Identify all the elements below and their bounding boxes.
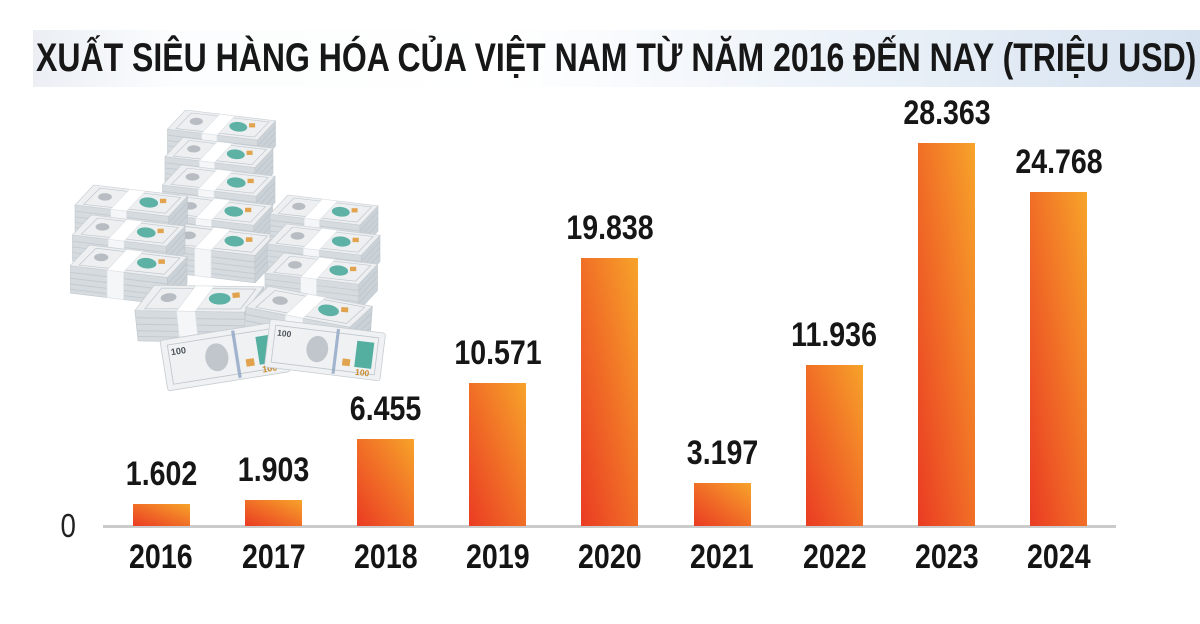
y-axis-zero-label: 0 (46, 507, 90, 545)
x-tick-label-2021: 2021 (690, 538, 754, 576)
zero-label-text: 0 (60, 507, 76, 544)
bar-2024 (1030, 192, 1088, 526)
bar-2023 (918, 143, 976, 526)
chart-title: XUẤT SIÊU HÀNG HÓA CỦA VIỆT NAM TỪ NĂM 2… (36, 36, 1197, 80)
x-tick-label-2017: 2017 (241, 538, 306, 576)
bar-column-2022: 11.936 (778, 94, 890, 526)
bar-value-label: 1.903 (237, 451, 310, 489)
bar-2017 (244, 500, 302, 526)
x-tick-label-2019: 2019 (465, 538, 530, 576)
x-tick-label-2022: 2022 (802, 538, 867, 576)
bar-column-2021: 3.197 (666, 94, 778, 526)
bar-column-2024: 24.768 (1003, 94, 1115, 526)
x-tick-label-2016: 2016 (129, 538, 193, 576)
bar-column-2017: 1.903 (217, 94, 329, 526)
bar-2018 (357, 439, 415, 526)
bar-column-2019: 10.571 (442, 94, 554, 526)
bar-2020 (581, 258, 639, 526)
bar-2022 (805, 365, 863, 526)
bar-column-2016: 1.602 (105, 94, 217, 526)
title-band: XUẤT SIÊU HÀNG HÓA CỦA VIỆT NAM TỪ NĂM 2… (33, 30, 1200, 87)
bar-value-label: 19.838 (566, 209, 654, 247)
bar-value-label: 28.363 (902, 94, 991, 132)
bar-value-label: 1.602 (125, 455, 197, 493)
bar-2019 (469, 383, 527, 526)
bar-column-2023: 28.363 (891, 94, 1003, 526)
bar-column-2020: 19.838 (554, 94, 666, 526)
bar-2016 (132, 504, 190, 526)
bar-value-label: 10.571 (454, 334, 542, 372)
bar-column-2018: 6.455 (329, 94, 441, 526)
x-tick-label-2018: 2018 (353, 538, 418, 576)
bar-value-label: 6.455 (349, 390, 422, 428)
x-tick-label-2023: 2023 (914, 538, 979, 576)
x-tick-label-2024: 2024 (1027, 538, 1091, 576)
bar-value-label: 11.936 (791, 316, 878, 354)
bar-value-label: 3.197 (686, 434, 758, 472)
x-axis-line (103, 525, 1116, 528)
bar-2021 (693, 483, 751, 526)
x-axis-labels: 2016 2017 2018 2019 2020 2021 2022 2023 2024 (105, 538, 1115, 576)
bars-area: 1.602 1.903 6.455 10.571 19.838 3.197 11.936 28… (105, 94, 1115, 526)
x-tick-label-2020: 2020 (578, 538, 642, 576)
bar-value-label: 24.768 (1015, 143, 1103, 181)
